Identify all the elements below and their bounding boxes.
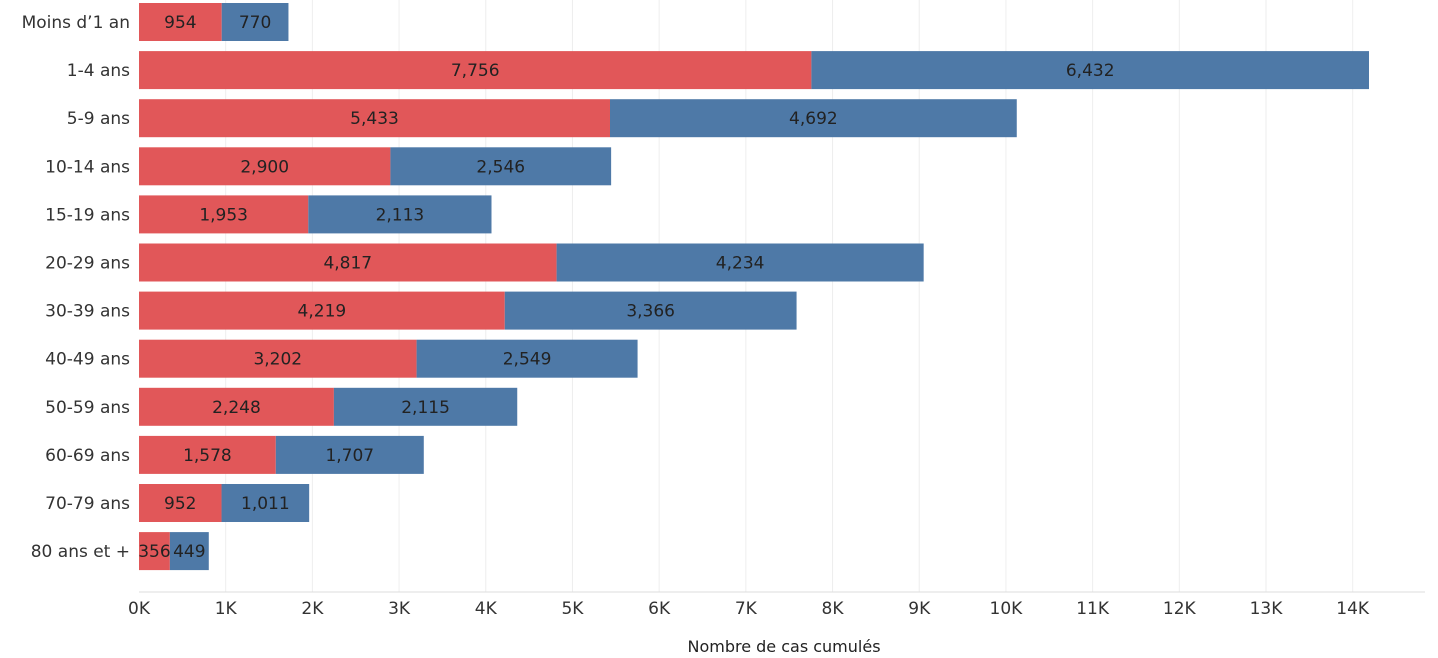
bar-segment-blue <box>169 532 209 571</box>
x-tick-label: 8K <box>822 599 845 619</box>
bar-value-label: 6,432 <box>1066 61 1115 81</box>
category-label: 20-29 ans <box>45 254 130 274</box>
category-label: 70-79 ans <box>45 494 130 514</box>
category-label: Moins d’1 an <box>22 13 130 33</box>
bar-value-label: 2,115 <box>401 398 450 418</box>
bar-value-label: 4,817 <box>323 254 372 274</box>
x-axis-title: Nombre de cas cumulés <box>687 637 880 656</box>
x-tick-label: 1K <box>215 599 238 619</box>
category-label: 30-39 ans <box>45 302 130 322</box>
bar-value-label: 5,433 <box>350 109 399 129</box>
x-tick-label: 13K <box>1250 599 1284 619</box>
category-label: 15-19 ans <box>45 205 130 225</box>
bar-value-label: 3,366 <box>626 302 675 322</box>
bar-segment-red <box>139 195 309 234</box>
bar-segment-red <box>139 243 557 282</box>
bar-segment-blue <box>333 387 518 426</box>
category-label: 50-59 ans <box>45 398 130 418</box>
x-tick-label: 3K <box>388 599 411 619</box>
x-tick-labels: 0K 1K 2K 3K 4K 5K 6K 7K 8K 9K 10K 11K 12K 13K 14K <box>128 599 1370 619</box>
bar-segment-blue <box>221 3 289 41</box>
bar-segment-red <box>139 339 417 378</box>
bar-value-label: 2,248 <box>212 398 261 418</box>
category-label: 40-49 ans <box>45 350 130 370</box>
bar-value-label: 3,202 <box>253 350 302 370</box>
bar-value-label: 1,578 <box>183 446 232 466</box>
bar-value-label: 356 <box>138 542 170 562</box>
x-tick-label: 12K <box>1163 599 1197 619</box>
category-label: 80 ans et + <box>31 542 130 562</box>
bar-value-label: 1,707 <box>325 446 374 466</box>
bar-segment-blue <box>610 99 1017 138</box>
bar-segment-blue <box>275 435 424 474</box>
x-tick-label: 10K <box>990 599 1024 619</box>
x-tick-label: 2K <box>301 599 324 619</box>
bar-segment-red <box>139 3 222 41</box>
bar-value-label: 2,546 <box>476 157 525 177</box>
bar-value-label: 4,219 <box>298 302 347 322</box>
category-label: 5-9 ans <box>67 109 130 129</box>
bar-segment-red <box>139 484 222 522</box>
bar-segment-blue <box>556 243 924 282</box>
bar-value-label: 4,234 <box>716 254 765 274</box>
bar-segment-red <box>139 387 334 426</box>
bar-value-label: 2,549 <box>503 350 552 370</box>
bar-value-label: 770 <box>239 13 271 33</box>
bar-value-label: 2,900 <box>240 157 289 177</box>
bar-value-label: 1,011 <box>241 494 290 514</box>
x-tick-label: 6K <box>648 599 671 619</box>
bar-segment-blue <box>811 51 1369 90</box>
category-label: 60-69 ans <box>45 446 130 466</box>
bar-value-label: 1,953 <box>199 205 248 225</box>
category-label: 1-4 ans <box>67 61 130 81</box>
bar-segment-red <box>139 435 276 474</box>
bars: 954 770 7,756 6,432 5,433 4,692 2,900 2,546 1,95… <box>138 3 1369 571</box>
category-labels: Moins d’1 an 1-4 ans 5-9 ans 10-14 ans 15-19… <box>22 13 131 562</box>
x-tick-label: 5K <box>561 599 584 619</box>
bar-value-label: 4,692 <box>789 109 838 129</box>
bar-segment-blue <box>390 147 612 186</box>
x-tick-label: 4K <box>475 599 498 619</box>
bar-segment-blue <box>221 484 310 522</box>
bar-value-label: 7,756 <box>451 61 500 81</box>
bar-value-label: 2,113 <box>376 205 425 225</box>
bar-segment-blue <box>504 291 797 330</box>
category-label: 10-14 ans <box>45 157 130 177</box>
bar-segment-red <box>139 99 611 138</box>
bar-segment-blue <box>416 339 638 378</box>
x-tick-label: 7K <box>735 599 758 619</box>
x-tick-label: 0K <box>128 599 151 619</box>
x-tick-label: 14K <box>1336 599 1370 619</box>
bar-segment-red <box>139 51 812 90</box>
bar-segment-red <box>139 532 170 571</box>
bar-segment-blue <box>308 195 492 234</box>
x-tick-label: 11K <box>1076 599 1110 619</box>
bar-value-label: 954 <box>164 13 196 33</box>
x-tick-label: 9K <box>908 599 931 619</box>
bar-segment-red <box>139 147 391 186</box>
bar-segment-red <box>139 291 505 330</box>
bar-value-label: 952 <box>164 494 196 514</box>
bar-value-label: 449 <box>173 542 205 562</box>
